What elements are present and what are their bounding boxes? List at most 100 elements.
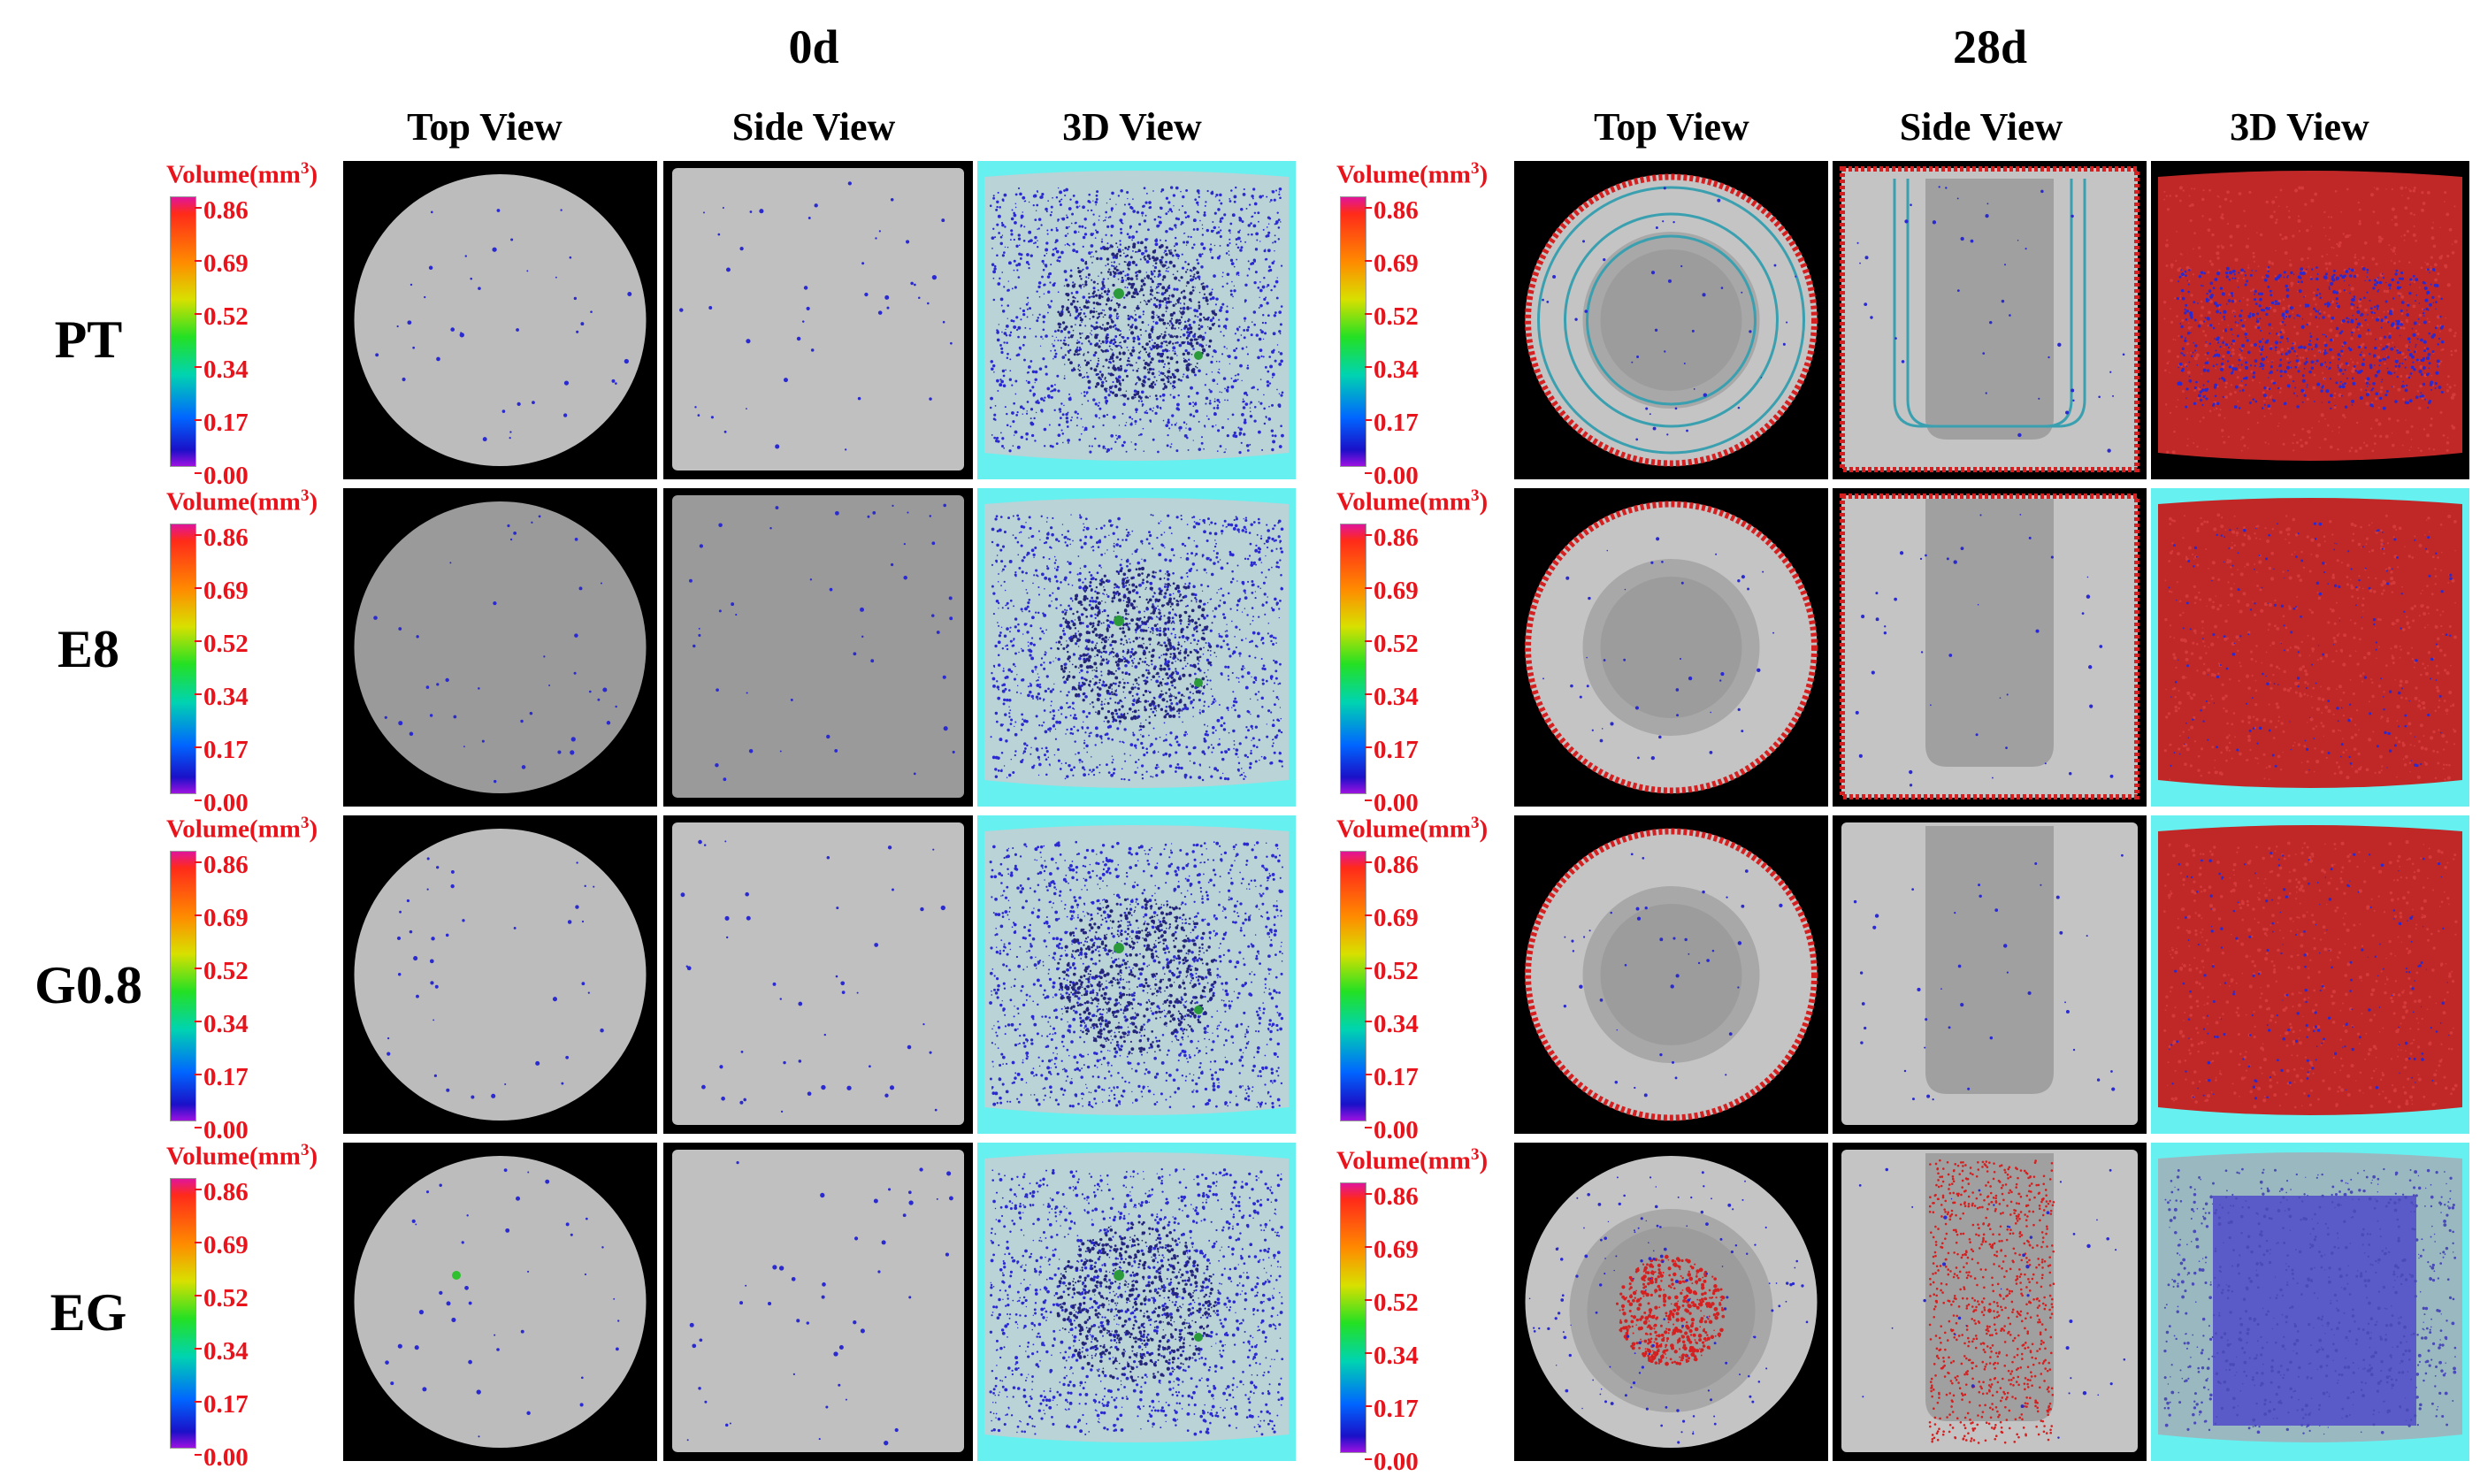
- colorbar-tick-mark: [195, 419, 202, 421]
- colorbar-tick-mark: [195, 1074, 202, 1075]
- colorbar-tick-label: 0.17: [203, 736, 249, 764]
- colorbar-tick-label: 0.69: [203, 577, 249, 605]
- colorbar-tick-mark: [195, 1021, 202, 1022]
- colorbar-tick-mark: [1365, 260, 1372, 262]
- colorbar-tick-mark: [195, 746, 202, 748]
- colorbar-tick-mark: [195, 207, 202, 209]
- colorbar-tick-mark: [195, 968, 202, 969]
- ct-side-view-pt: [663, 161, 973, 479]
- ct-3d-view-28d-g08: [2151, 815, 2469, 1134]
- colorbar-tick-mark: [1365, 746, 1372, 748]
- row-label-eg: EG: [50, 1283, 127, 1342]
- colorbar-tick-label: 0.52: [203, 630, 249, 658]
- ct-top-view-28d-e8: [1514, 488, 1828, 807]
- ct-side-view-28d-e8: [1833, 488, 2147, 807]
- colorbar-tick-label: 0.86: [203, 851, 249, 879]
- ct-side-view-28d-pt: [1833, 161, 2147, 479]
- colorbar-tick-label: 0.00: [203, 789, 249, 817]
- colorbar-tick-label: 0.52: [1374, 957, 1419, 985]
- colorbar-tick-mark: [1365, 968, 1372, 969]
- colorbar-tick-label: 0.86: [203, 1178, 249, 1206]
- colorbar-title: Volume(mm3): [166, 159, 318, 189]
- colorbar-tick-mark: [1365, 1299, 1372, 1301]
- colorbar-tick-mark: [195, 799, 202, 801]
- group-title-0d: 0d: [788, 20, 839, 73]
- colorbar-tick-label: 0.86: [1374, 851, 1419, 879]
- view-title-side-28d: Side View: [1899, 105, 2063, 149]
- colorbar-tick-label: 0.69: [203, 1231, 249, 1259]
- colorbar-tick-label: 0.17: [203, 409, 249, 437]
- view-title-top-0d: Top View: [407, 105, 563, 149]
- ct-3d-view-eg: [977, 1143, 1296, 1461]
- colorbar-title: Volume(mm3): [1336, 1145, 1489, 1175]
- colorbar-tick-mark: [1365, 1352, 1372, 1354]
- colorbar-title: Volume(mm3): [166, 1141, 318, 1171]
- ct-3d-view-g08: [977, 815, 1296, 1134]
- colorbar-tick-mark: [195, 861, 202, 863]
- colorbar-tick-label: 0.52: [203, 302, 249, 331]
- colorbar-tick-label: 0.17: [1374, 1063, 1419, 1091]
- colorbar-tick-label: 0.00: [1374, 789, 1419, 817]
- colorbar-tick-label: 0.52: [203, 957, 249, 985]
- colorbar-tick-label: 0.17: [1374, 1395, 1419, 1423]
- group-title-28d: 28d: [1952, 20, 2028, 73]
- colorbar-tick-mark: [195, 1401, 202, 1403]
- colorbar-tick-mark: [1365, 693, 1372, 695]
- colorbar-tick-label: 0.34: [203, 683, 249, 711]
- ct-top-view-pt: [343, 161, 657, 479]
- colorbar-tick-label: 0.34: [203, 1010, 249, 1038]
- colorbar-tick-mark: [1365, 1458, 1372, 1460]
- colorbar-tick-mark: [1365, 1021, 1372, 1022]
- ct-3d-view-28d-pt: [2151, 161, 2469, 479]
- colorbar-tick-label: 0.52: [1374, 1289, 1419, 1317]
- colorbar-tick-label: 0.86: [1374, 196, 1419, 225]
- view-title-top-28d: Top View: [1594, 105, 1749, 149]
- colorbar-tick-label: 0.34: [1374, 356, 1419, 384]
- colorbar-tick-mark: [195, 1242, 202, 1243]
- colorbar-tick-mark: [1365, 799, 1372, 801]
- colorbar-tick-mark: [195, 1454, 202, 1456]
- ct-side-view-28d-eg: [1833, 1143, 2147, 1461]
- colorbar-tick-label: 0.86: [1374, 524, 1419, 552]
- colorbar-tick-mark: [195, 693, 202, 695]
- colorbar-tick-label: 0.00: [203, 1443, 249, 1472]
- colorbar-tick-mark: [1365, 640, 1372, 642]
- colorbar-tick-label: 0.69: [1374, 249, 1419, 278]
- colorbar-tick-label: 0.34: [1374, 1342, 1419, 1370]
- view-title-3d-28d: 3D View: [2230, 105, 2369, 149]
- colorbar-tick-mark: [1365, 914, 1372, 916]
- colorbar-tick-label: 0.69: [1374, 577, 1419, 605]
- colorbar-tick-mark: [195, 260, 202, 262]
- ct-top-view-28d-pt: [1514, 161, 1828, 479]
- colorbar-tick-mark: [1365, 472, 1372, 474]
- view-title-side-0d: Side View: [731, 105, 896, 149]
- colorbar-gradient: [170, 524, 196, 794]
- colorbar-tick-mark: [195, 587, 202, 589]
- colorbar-tick-label: 0.00: [203, 462, 249, 490]
- row-label-g08: G0.8: [34, 956, 142, 1014]
- colorbar-tick-label: 0.52: [1374, 302, 1419, 331]
- colorbar-tick-mark: [1365, 861, 1372, 863]
- ct-3d-view-28d-eg: [2151, 1143, 2469, 1461]
- colorbar-gradient: [170, 196, 196, 467]
- ct-side-view-eg: [663, 1143, 973, 1461]
- colorbar-tick-label: 0.17: [1374, 736, 1419, 764]
- colorbar-tick-mark: [1365, 587, 1372, 589]
- ct-side-view-e8: [663, 488, 973, 807]
- colorbar-tick-label: 0.69: [203, 249, 249, 278]
- colorbar-gradient: [1340, 851, 1366, 1121]
- colorbar-tick-mark: [1365, 1246, 1372, 1248]
- ct-side-view-28d-g08: [1833, 815, 2147, 1134]
- ct-top-view-eg: [343, 1143, 657, 1461]
- colorbar-tick-mark: [195, 1295, 202, 1297]
- colorbar-tick-label: 0.00: [1374, 462, 1419, 490]
- row-label-pt: PT: [54, 310, 123, 369]
- ct-3d-view-pt: [977, 161, 1296, 479]
- colorbar-title: Volume(mm3): [1336, 159, 1489, 189]
- colorbar-tick-mark: [195, 640, 202, 642]
- colorbar-tick-label: 0.17: [1374, 409, 1419, 437]
- colorbar-tick-label: 0.34: [203, 356, 249, 384]
- colorbar-title: Volume(mm3): [1336, 814, 1489, 844]
- colorbar-tick-mark: [1365, 1193, 1372, 1195]
- colorbar-tick-mark: [195, 914, 202, 916]
